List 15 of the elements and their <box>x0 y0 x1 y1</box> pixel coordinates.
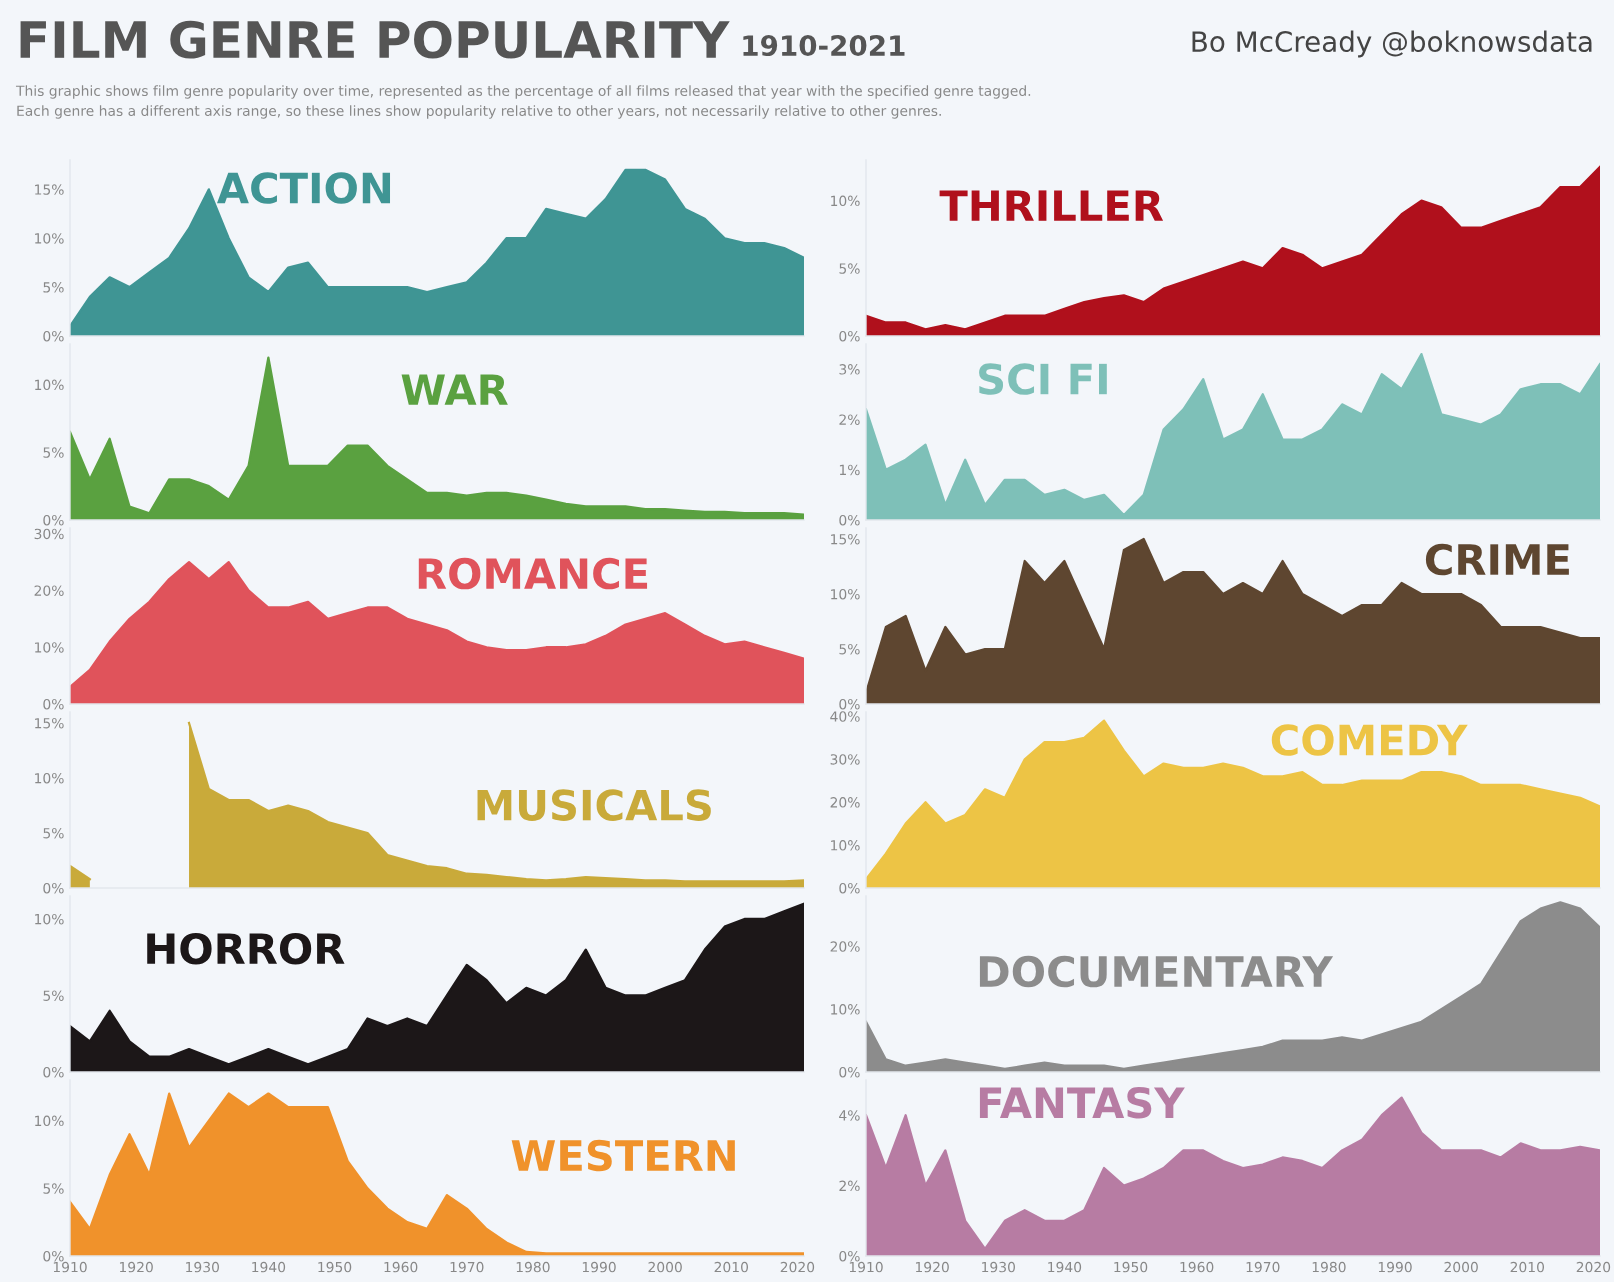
text: DOCUMENTARY <box>979 955 1334 988</box>
text: 1910-2021 <box>743 35 905 57</box>
chart-title: COMEDY <box>1271 724 1468 756</box>
text: WESTERN <box>511 1139 735 1172</box>
chart-title: ACTION <box>217 172 391 204</box>
text: THRILLER <box>939 190 1164 221</box>
text: ROMANCE <box>418 557 648 590</box>
chart-title: FANTASY <box>979 1086 1185 1119</box>
text: WAR <box>401 374 508 405</box>
text: Bo McCready @boknowsdata <box>1192 30 1592 58</box>
chart-title: SCI FI <box>979 363 1107 395</box>
text: HORROR <box>147 932 345 965</box>
chart-title: CRIME <box>1425 543 1569 576</box>
text: MUSICALS <box>477 789 711 821</box>
text: FILM GENRE POPULARITY <box>20 20 730 59</box>
